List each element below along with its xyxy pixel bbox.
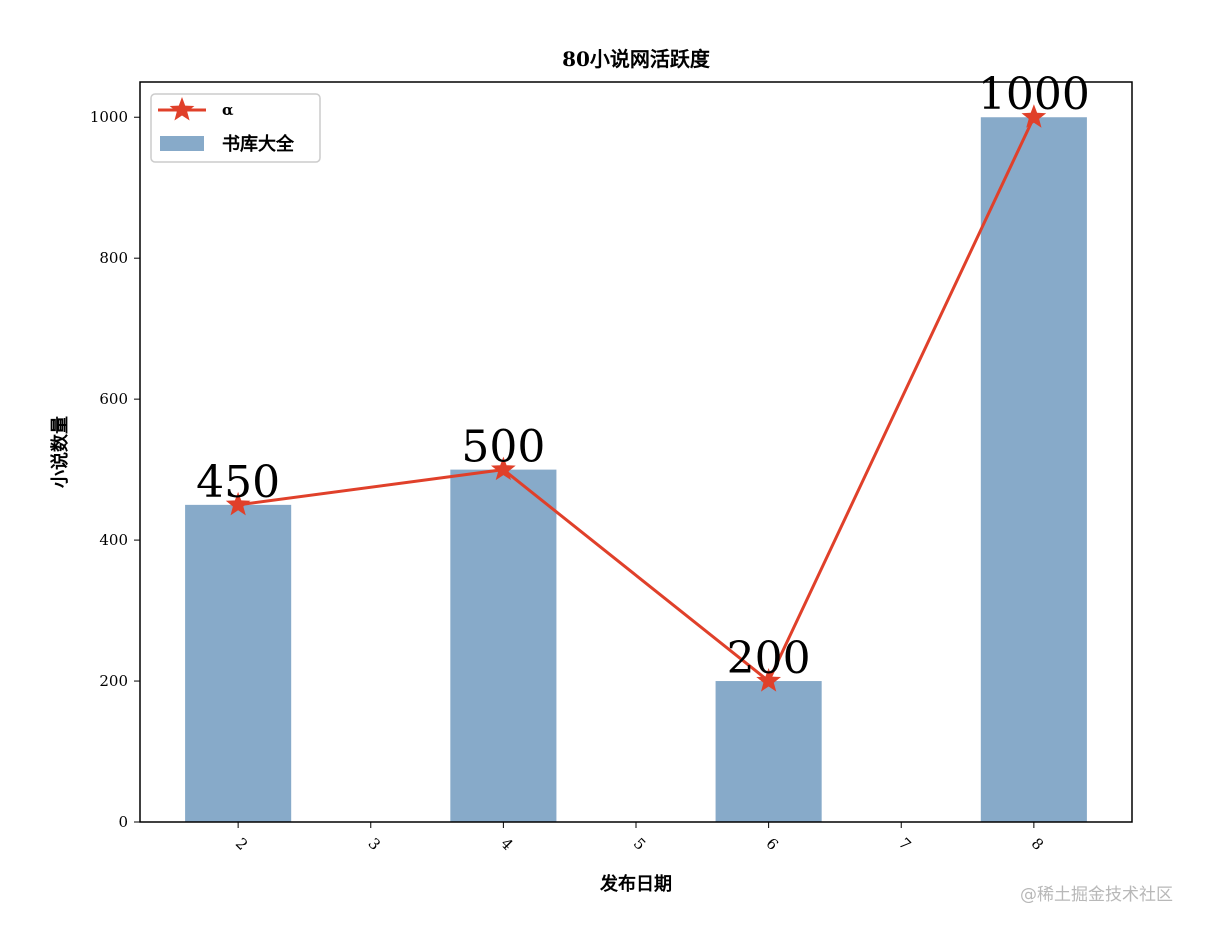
- y-tick-label: 600: [99, 390, 128, 408]
- data-label: 450: [196, 457, 280, 508]
- legend-star-icon: [169, 97, 195, 121]
- y-tick-label: 800: [99, 249, 128, 267]
- bar: [715, 681, 822, 822]
- data-label: 1000: [978, 69, 1090, 120]
- bar: [185, 504, 292, 822]
- x-tick-label: 6: [762, 834, 781, 853]
- legend-label: α: [222, 101, 234, 119]
- x-tick-label: 8: [1028, 834, 1047, 853]
- data-label: 200: [727, 633, 811, 684]
- legend-bar-swatch: [160, 136, 204, 151]
- watermark: @稀土掘金技术社区: [1020, 885, 1173, 905]
- bar: [980, 117, 1087, 822]
- y-tick-label: 400: [99, 531, 128, 549]
- star-marker: [756, 668, 781, 692]
- x-tick-label: 3: [365, 834, 384, 853]
- legend-label: 书库大全: [222, 133, 295, 155]
- x-tick-label: 4: [497, 834, 516, 853]
- x-tick-label: 5: [630, 834, 649, 853]
- y-tick-label: 1000: [90, 108, 128, 126]
- data-label: 500: [461, 422, 545, 473]
- star-marker: [1021, 104, 1047, 128]
- x-axis-label: 发布日期: [599, 873, 672, 895]
- y-tick-label: 200: [99, 672, 128, 690]
- line-series: [237, 116, 1036, 684]
- y-tick-label: 0: [118, 813, 128, 831]
- star-marker: [225, 491, 251, 516]
- x-tick-label: 2: [232, 834, 251, 853]
- chart-title: 80小说网活跃度: [562, 47, 711, 71]
- x-tick-label: 7: [895, 834, 914, 853]
- y-axis-label: 小说数量: [49, 416, 71, 488]
- star-marker: [491, 456, 516, 481]
- bar: [450, 469, 557, 822]
